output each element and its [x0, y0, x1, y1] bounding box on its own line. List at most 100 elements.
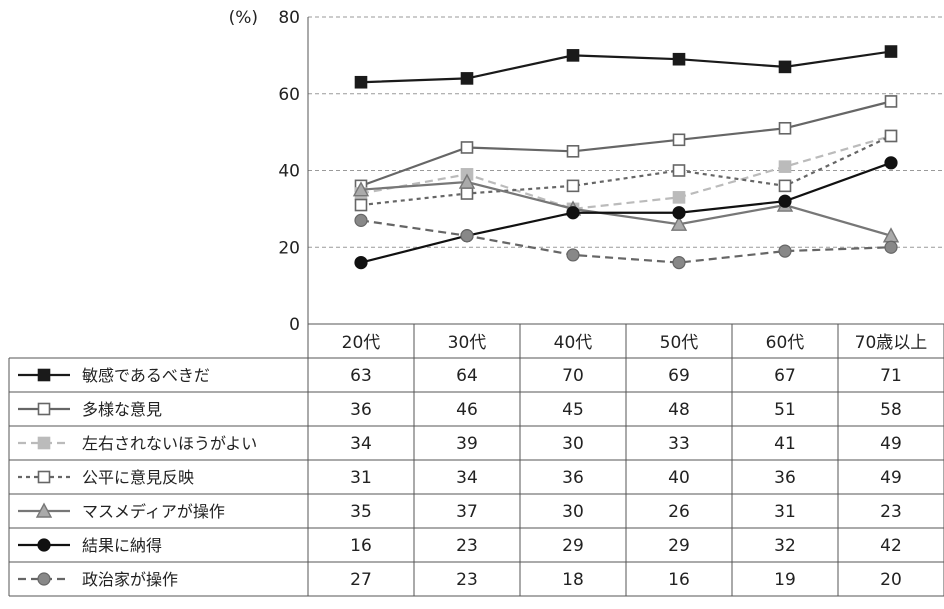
legend-marker [37, 402, 51, 416]
table-value-cell: 23 [880, 502, 902, 522]
legend-label: 多様な意見 [82, 400, 162, 419]
table-value-cell: 19 [774, 570, 796, 590]
table-value-cell: 36 [562, 468, 584, 488]
x-category-label: 20代 [342, 333, 381, 353]
series-line [360, 161, 892, 264]
table-value-cell: 36 [774, 468, 796, 488]
data-point [460, 187, 474, 200]
data-point [354, 213, 368, 227]
series-4 [354, 129, 898, 212]
data-point [672, 206, 686, 220]
series-line [360, 50, 892, 84]
table-value-cell: 71 [880, 366, 902, 386]
series-group [352, 45, 900, 270]
data-point [778, 244, 792, 258]
data-point [354, 198, 368, 212]
table-value-cell: 41 [774, 434, 796, 454]
data-point [778, 194, 792, 208]
data-point [672, 191, 686, 204]
y-tick-label: 0 [289, 315, 300, 335]
data-point [566, 145, 580, 158]
series-5 [352, 173, 900, 243]
legend-label: 左右されないほうがよい [82, 434, 257, 453]
data-point [672, 133, 686, 147]
series-line [360, 134, 892, 207]
data-point [460, 72, 474, 85]
legend-item: 政治家が操作 [18, 570, 178, 589]
legend-item: 公平に意見反映 [18, 468, 194, 487]
legend-marker [35, 502, 53, 518]
y-axis-tick-labels: 0 20 40 60 80 [278, 8, 300, 335]
data-point [778, 160, 792, 173]
series-7 [354, 213, 898, 270]
table-value-cell: 64 [456, 366, 478, 386]
legend-label: 結果に納得 [82, 536, 162, 555]
gridlines [308, 16, 944, 248]
data-point [884, 45, 898, 58]
series-6 [354, 156, 898, 270]
legend-item: 左右されないほうがよい [18, 434, 257, 453]
table-value-cell: 16 [350, 536, 372, 556]
data-point [354, 256, 368, 270]
table-value-cell: 29 [562, 536, 584, 556]
series-3 [354, 129, 898, 216]
table-value-cell: 31 [774, 502, 796, 522]
data-point [672, 256, 686, 270]
legend-item: 敏感であるべきだ [18, 366, 210, 385]
y-tick-label: 80 [278, 8, 300, 28]
data-point [460, 141, 474, 154]
table-value-cell: 29 [668, 536, 690, 556]
y-axis-unit-label: (%) [229, 8, 258, 28]
x-category-label: 40代 [554, 333, 593, 353]
data-point [566, 179, 580, 193]
series-line [360, 100, 892, 187]
data-point [566, 248, 580, 262]
data-point [352, 181, 370, 197]
table-value-cell: 48 [668, 400, 690, 420]
x-category-label: 30代 [448, 333, 487, 353]
series-1 [354, 45, 898, 89]
table-value-cell: 70 [562, 366, 584, 386]
legend-label: 敏感であるべきだ [82, 366, 210, 385]
table-value-cell: 16 [668, 570, 690, 590]
data-point [566, 206, 580, 220]
table-value-cell: 58 [880, 400, 902, 420]
legend-label: マスメディアが操作 [82, 502, 225, 521]
table-value-cell: 37 [456, 502, 478, 522]
table-value-cell: 20 [880, 570, 902, 590]
table-value-cell: 23 [456, 570, 478, 590]
legend-label: 政治家が操作 [82, 570, 178, 589]
data-point [778, 121, 792, 135]
series-2 [354, 95, 898, 193]
table-value-cell: 45 [562, 400, 584, 420]
table-value-cell: 27 [350, 570, 372, 590]
table-value-cell: 33 [668, 434, 690, 454]
table-value-cell: 36 [350, 400, 372, 420]
x-category-label: 50代 [660, 333, 699, 353]
data-point [670, 215, 688, 231]
table-value-cell: 49 [880, 434, 902, 454]
table-value-cell: 42 [880, 536, 902, 556]
data-point [460, 229, 474, 243]
data-point [884, 95, 898, 108]
table-value-cell: 49 [880, 468, 902, 488]
legend-marker [37, 538, 51, 552]
table-value-cell: 63 [350, 366, 372, 386]
legend-marker [37, 572, 51, 586]
x-category-label: 60代 [766, 333, 805, 353]
table-value-cell: 30 [562, 502, 584, 522]
data-point [566, 49, 580, 62]
legend-marker [37, 470, 51, 484]
legend-item: マスメディアが操作 [18, 502, 225, 521]
data-point [884, 240, 898, 254]
legend-item: 多様な意見 [18, 400, 162, 419]
legend-item: 結果に納得 [18, 536, 162, 555]
table-value-cell: 40 [668, 468, 690, 488]
table-value-cell: 30 [562, 434, 584, 454]
legend-marker [37, 368, 51, 382]
table-value-cell: 35 [350, 502, 372, 522]
table-value-cell: 31 [350, 468, 372, 488]
y-tick-label: 60 [278, 85, 300, 105]
